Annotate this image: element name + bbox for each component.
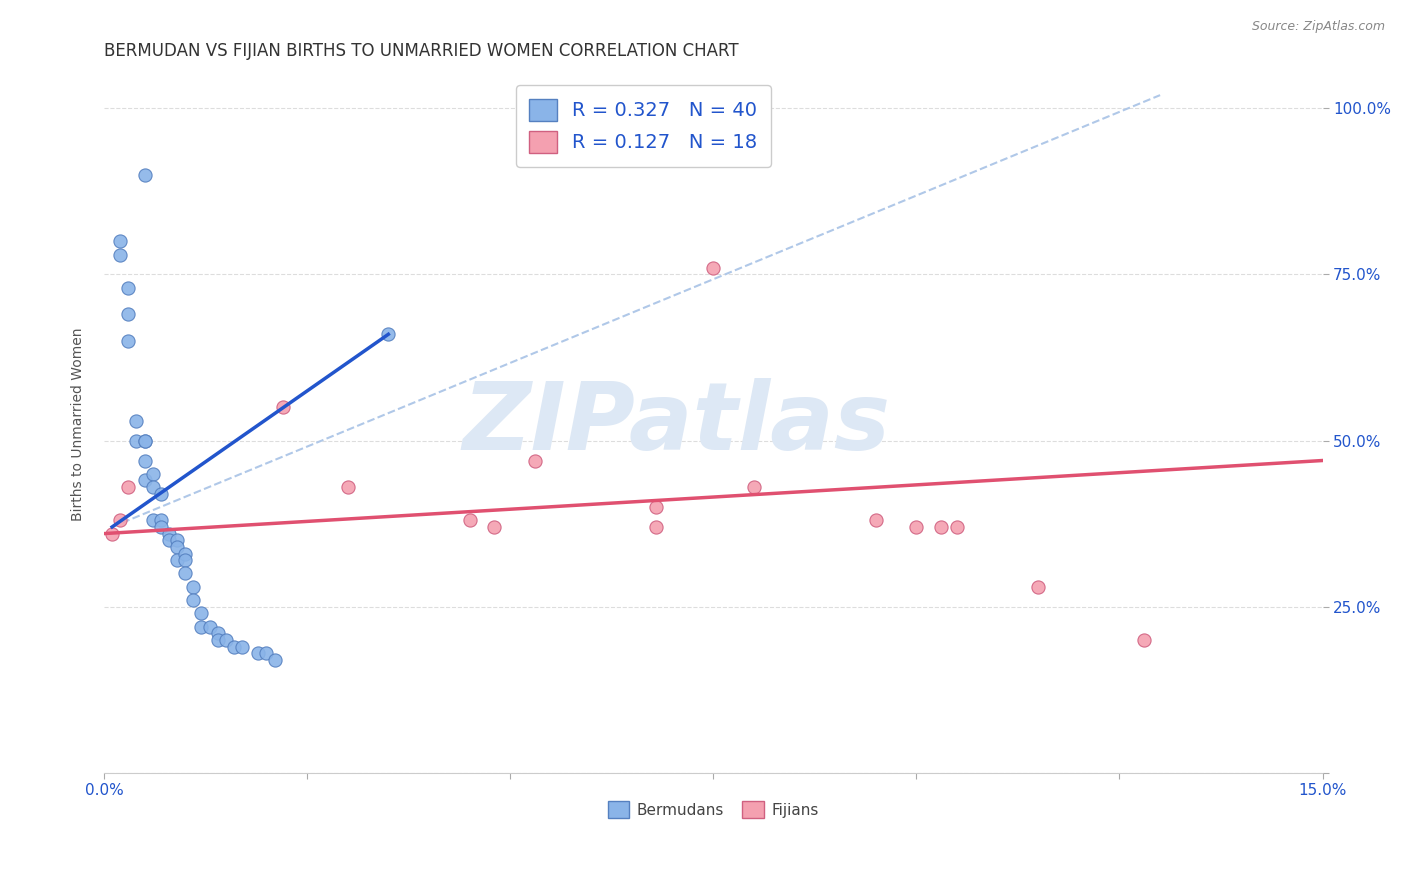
Point — [142, 513, 165, 527]
Point — [149, 520, 172, 534]
Point — [231, 640, 253, 654]
Point — [149, 487, 172, 501]
Point — [134, 434, 156, 448]
Point — [458, 513, 481, 527]
Point — [134, 434, 156, 448]
Point — [166, 553, 188, 567]
Point — [190, 607, 212, 621]
Point — [110, 513, 132, 527]
Point — [742, 480, 765, 494]
Point — [110, 234, 132, 248]
Point — [482, 520, 505, 534]
Point — [865, 513, 887, 527]
Point — [134, 474, 156, 488]
Point — [645, 500, 668, 514]
Text: Source: ZipAtlas.com: Source: ZipAtlas.com — [1251, 20, 1385, 33]
Point — [183, 593, 205, 607]
Point — [183, 580, 205, 594]
Point — [271, 401, 294, 415]
Point — [157, 526, 180, 541]
Point — [134, 453, 156, 467]
Point — [142, 467, 165, 481]
Point — [142, 480, 165, 494]
Point — [256, 646, 278, 660]
Text: BERMUDAN VS FIJIAN BIRTHS TO UNMARRIED WOMEN CORRELATION CHART: BERMUDAN VS FIJIAN BIRTHS TO UNMARRIED W… — [104, 42, 738, 60]
Point — [207, 632, 229, 647]
Point — [946, 520, 969, 534]
Point — [207, 626, 229, 640]
Point — [174, 566, 197, 581]
Y-axis label: Births to Unmarried Women: Births to Unmarried Women — [72, 327, 86, 521]
Point — [377, 327, 399, 342]
Point — [222, 640, 245, 654]
Point — [166, 533, 188, 548]
Point — [263, 653, 285, 667]
Point — [198, 619, 221, 633]
Point — [101, 526, 124, 541]
Point — [174, 553, 197, 567]
Point — [166, 540, 188, 554]
Point — [247, 646, 270, 660]
Point — [149, 513, 172, 527]
Text: ZIPatlas: ZIPatlas — [463, 378, 891, 470]
Point — [117, 281, 139, 295]
Point — [125, 414, 148, 428]
Point — [336, 480, 359, 494]
Point — [157, 533, 180, 548]
Point — [215, 632, 238, 647]
Point — [1026, 580, 1049, 594]
Point — [702, 260, 724, 275]
Point — [117, 307, 139, 321]
Point — [1133, 632, 1156, 647]
Point — [905, 520, 928, 534]
Point — [117, 334, 139, 348]
Point — [523, 453, 546, 467]
Point — [645, 520, 668, 534]
Point — [134, 168, 156, 182]
Point — [174, 547, 197, 561]
Legend: Bermudans, Fijians: Bermudans, Fijians — [602, 795, 825, 824]
Point — [110, 247, 132, 261]
Point — [117, 480, 139, 494]
Point — [929, 520, 952, 534]
Point — [190, 619, 212, 633]
Point — [125, 434, 148, 448]
